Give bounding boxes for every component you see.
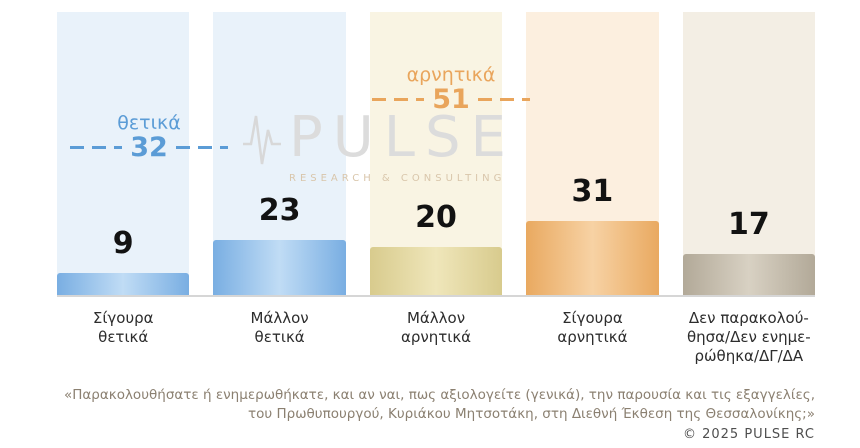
bar-value-label: 31	[571, 173, 614, 209]
pulse-watermark: PULSE RESEARCH & CONSULTING	[243, 106, 516, 184]
category-label: Δεν παρακολού-θησα/Δεν ενημε-ρώθηκα/ΔΓ/Δ…	[686, 309, 811, 366]
bar-column: 17	[682, 12, 816, 295]
copyright-notice: © 2025 PULSE RC	[682, 427, 815, 442]
bar-value-label: 20	[415, 200, 457, 235]
x-axis-baseline	[57, 295, 815, 297]
watermark-subtitle: RESEARCH & CONSULTING	[289, 173, 506, 184]
bar	[57, 273, 190, 295]
bar-value-label: 9	[112, 226, 134, 262]
category-label: Σίγουρα θετικά	[92, 309, 154, 347]
category-label: Μάλλον θετικά	[250, 309, 309, 347]
aggregate-negative-value: 51	[432, 84, 470, 115]
dashed-line-right	[477, 98, 530, 102]
dashed-line-left	[70, 146, 123, 150]
pulse-waveform-icon	[243, 115, 281, 165]
category-labels-row: Σίγουρα θετικά Μάλλον θετικά Μάλλον αρνητικά Σ…	[57, 309, 815, 367]
aggregate-negative-label: αρνητικά	[406, 64, 496, 86]
chart-area: 9 23 20 31 17	[57, 12, 816, 295]
watermark-brand: PULSE	[289, 105, 516, 170]
aggregate-positive-label: θετικά	[117, 112, 181, 134]
aggregate-positive-value: 32	[130, 132, 168, 163]
bar	[682, 254, 816, 295]
survey-question-caption-line1: «Παρακολουθήσατε ή ενημερωθήκατε, και αν…	[63, 387, 815, 404]
category-label: Μάλλον αρνητικά	[400, 309, 472, 347]
bar	[526, 220, 659, 295]
aggregate-negative-callout: αρνητικά 51	[356, 64, 546, 115]
category-label: Σίγουρα αρνητικά	[557, 309, 628, 347]
bar-column: 23	[213, 12, 346, 295]
bar	[369, 247, 503, 295]
bar	[213, 239, 346, 295]
aggregate-positive-callout: θετικά 32	[58, 112, 240, 163]
survey-question-caption-line2: του Πρωθυπουργού, Κυριάκου Μητσοτάκη, στ…	[248, 406, 815, 423]
footer: «Παρακολουθήσατε ή ενημερωθήκατε, και αν…	[64, 386, 815, 442]
dashed-line-right	[175, 146, 228, 150]
bar-column: 31	[526, 12, 659, 295]
dashed-line-left	[372, 98, 425, 102]
bar-value-label: 17	[727, 207, 770, 243]
bar-column: 20	[369, 12, 503, 295]
bar-column: 9	[57, 12, 190, 295]
bar-value-label: 23	[258, 192, 301, 228]
